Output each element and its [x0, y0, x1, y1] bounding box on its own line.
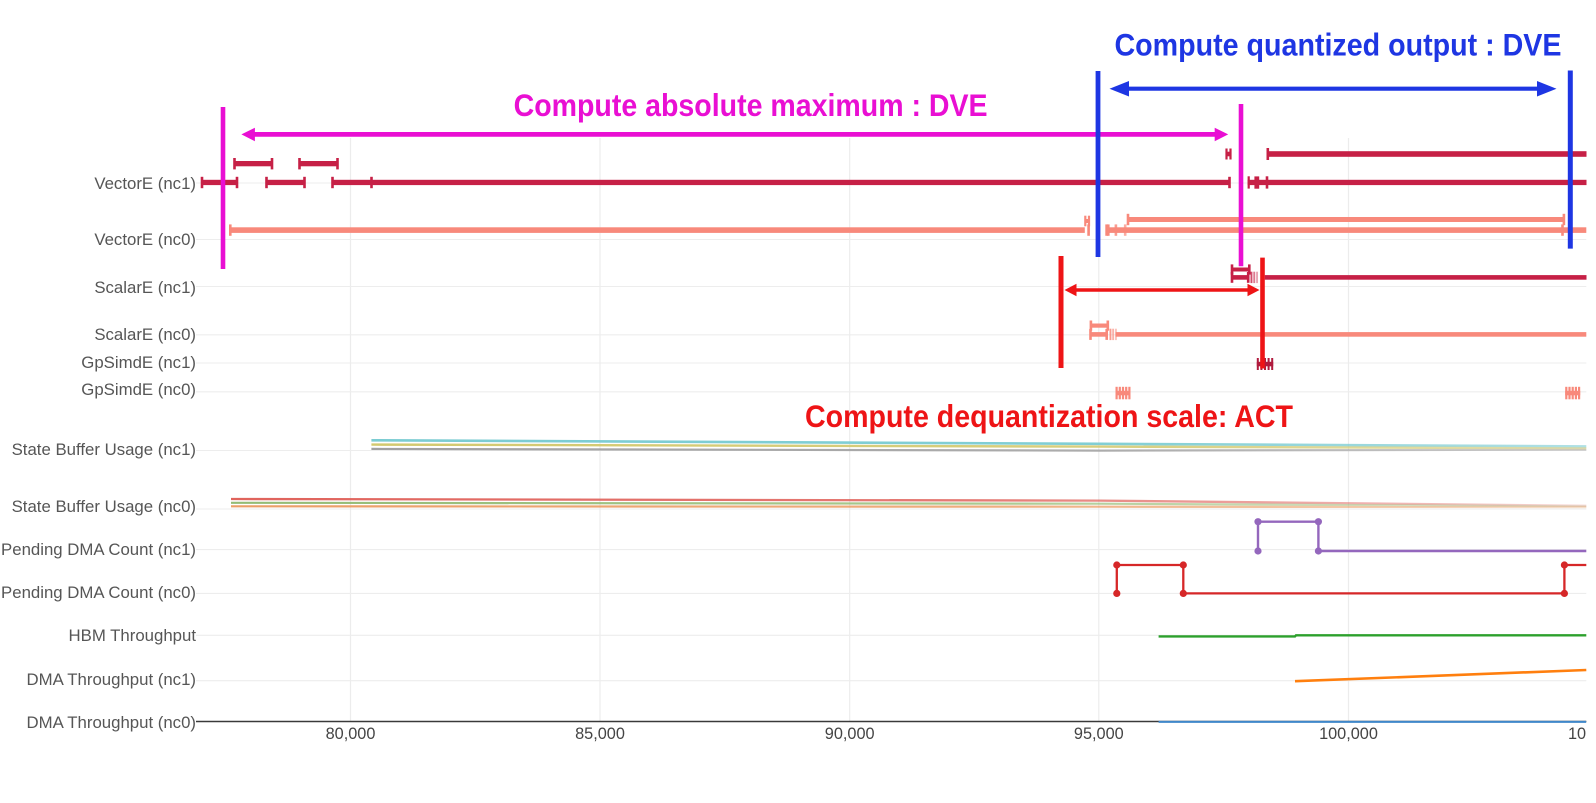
svg-text:90,000: 90,000	[825, 725, 875, 743]
svg-text:VectorE (nc1): VectorE (nc1)	[94, 174, 196, 193]
svg-text:HBM Throughput: HBM Throughput	[69, 626, 197, 645]
svg-text:ScalarE (nc1): ScalarE (nc1)	[94, 278, 196, 297]
svg-text:Compute dequantization scale:: Compute dequantization scale: ACT	[805, 398, 1293, 434]
svg-text:State Buffer Usage (nc1): State Buffer Usage (nc1)	[12, 440, 196, 459]
svg-text:100,000: 100,000	[1319, 725, 1378, 743]
svg-text:85,000: 85,000	[575, 725, 625, 743]
svg-text:Compute quantized output : DVE: Compute quantized output : DVE	[1115, 26, 1562, 62]
svg-text:Pending DMA Count (nc1): Pending DMA Count (nc1)	[1, 540, 196, 559]
svg-text:95,000: 95,000	[1074, 725, 1124, 743]
svg-text:ScalarE (nc0): ScalarE (nc0)	[94, 325, 196, 344]
svg-text:GpSimdE (nc0): GpSimdE (nc0)	[81, 380, 196, 399]
svg-text:VectorE (nc0): VectorE (nc0)	[94, 230, 196, 249]
svg-text:80,000: 80,000	[326, 725, 376, 743]
svg-text:DMA Throughput (nc1): DMA Throughput (nc1)	[27, 670, 196, 689]
svg-text:Pending DMA Count (nc0): Pending DMA Count (nc0)	[1, 583, 196, 602]
svg-text:Compute absolute maximum : DVE: Compute absolute maximum : DVE	[514, 87, 988, 123]
svg-text:State Buffer Usage (nc0): State Buffer Usage (nc0)	[12, 497, 196, 516]
svg-text:GpSimdE (nc1): GpSimdE (nc1)	[81, 353, 196, 372]
svg-text:10: 10	[1568, 725, 1586, 743]
svg-text:DMA Throughput (nc0): DMA Throughput (nc0)	[27, 713, 196, 732]
